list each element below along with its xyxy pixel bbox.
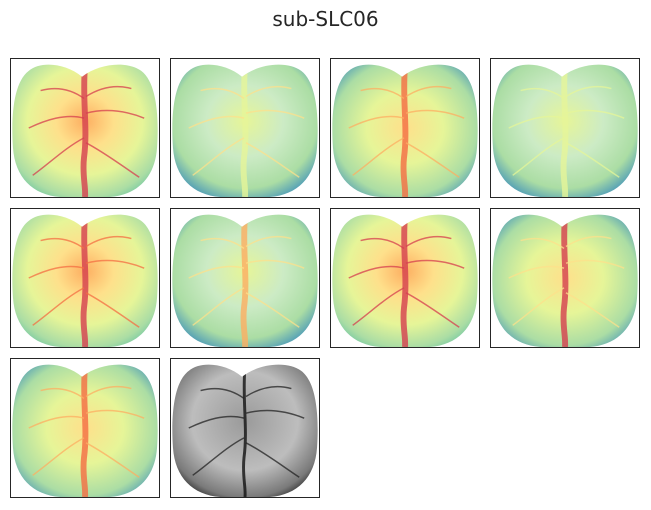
branch-vessel <box>405 142 460 178</box>
brain-map-image <box>492 214 638 347</box>
branch-vessel <box>85 442 140 478</box>
branch-vessel <box>245 109 305 119</box>
brain-map-image <box>12 364 158 497</box>
branch-vessel <box>200 387 245 400</box>
branch-vessel <box>245 409 305 419</box>
branch-vessel <box>188 415 245 429</box>
branch-vessel <box>348 265 405 279</box>
branch-vessel <box>85 259 145 269</box>
branch-vessel <box>348 115 405 129</box>
panel-7 <box>330 208 480 348</box>
brain-map-image <box>332 214 478 347</box>
branch-vessel <box>200 237 245 250</box>
branch-vessel <box>405 109 465 119</box>
branch-vessel <box>512 137 565 176</box>
midline-vessel <box>80 66 89 197</box>
branch-vessel <box>245 385 292 398</box>
panel-6 <box>170 208 320 348</box>
panel-3 <box>330 58 480 198</box>
brain-map-image <box>172 64 318 197</box>
brain-map-image <box>12 64 158 197</box>
branch-vessel <box>85 409 145 419</box>
brain-map-image <box>172 214 318 347</box>
branch-vessel <box>28 415 85 429</box>
branch-vessel <box>40 387 85 400</box>
branch-vessel <box>508 265 565 279</box>
panel-10 <box>170 358 320 498</box>
branch-vessel <box>405 85 452 98</box>
branch-vessel <box>188 265 245 279</box>
branch-vessel <box>565 292 620 328</box>
branch-vessel <box>188 115 245 129</box>
midline-vessel <box>560 216 569 347</box>
panel-5 <box>10 208 160 348</box>
branch-vessel <box>245 85 292 98</box>
midline-vessel <box>240 216 249 347</box>
branch-vessel <box>28 265 85 279</box>
grayscale-brain-image <box>172 364 318 497</box>
branch-vessel <box>520 237 565 250</box>
midline-vessel <box>400 66 409 197</box>
branch-vessel <box>85 385 132 398</box>
branch-vessel <box>32 437 85 476</box>
branch-vessel <box>405 292 460 328</box>
branch-vessel <box>192 437 245 476</box>
branch-vessel <box>40 87 85 100</box>
branch-vessel <box>200 87 245 100</box>
branch-vessel <box>565 259 625 269</box>
branch-vessel <box>352 137 405 176</box>
branch-vessel <box>565 85 612 98</box>
midline-vessel <box>80 216 89 347</box>
brain-map-image <box>12 214 158 347</box>
branch-vessel <box>40 237 85 250</box>
branch-vessel <box>192 137 245 176</box>
panel-1 <box>10 58 160 198</box>
branch-vessel <box>565 142 620 178</box>
branch-vessel <box>245 292 300 328</box>
branch-vessel <box>405 235 452 248</box>
midline-vessel <box>400 216 409 347</box>
branch-vessel <box>520 87 565 100</box>
branch-vessel <box>352 287 405 326</box>
branch-vessel <box>512 287 565 326</box>
branch-vessel <box>32 287 85 326</box>
midline-vessel <box>560 66 569 197</box>
branch-vessel <box>565 235 612 248</box>
branch-vessel <box>508 115 565 129</box>
branch-vessel <box>85 109 145 119</box>
figure-title: sub-SLC06 <box>272 7 379 31</box>
midline-vessel <box>80 366 89 497</box>
panel-4 <box>490 58 640 198</box>
branch-vessel <box>245 142 300 178</box>
branch-vessel <box>28 115 85 129</box>
branch-vessel <box>85 85 132 98</box>
branch-vessel <box>245 259 305 269</box>
branch-vessel <box>85 235 132 248</box>
panel-9 <box>10 358 160 498</box>
branch-vessel <box>565 109 625 119</box>
branch-vessel <box>85 292 140 328</box>
branch-vessel <box>405 259 465 269</box>
brain-map-image <box>332 64 478 197</box>
branch-vessel <box>360 237 405 250</box>
midline-vessel <box>241 366 247 497</box>
branch-vessel <box>32 137 85 176</box>
branch-vessel <box>245 442 300 478</box>
branch-vessel <box>245 235 292 248</box>
branch-vessel <box>360 87 405 100</box>
midline-vessel <box>240 66 249 197</box>
branch-vessel <box>85 142 140 178</box>
panel-8 <box>490 208 640 348</box>
branch-vessel <box>192 287 245 326</box>
panel-2 <box>170 58 320 198</box>
brain-map-image <box>492 64 638 197</box>
